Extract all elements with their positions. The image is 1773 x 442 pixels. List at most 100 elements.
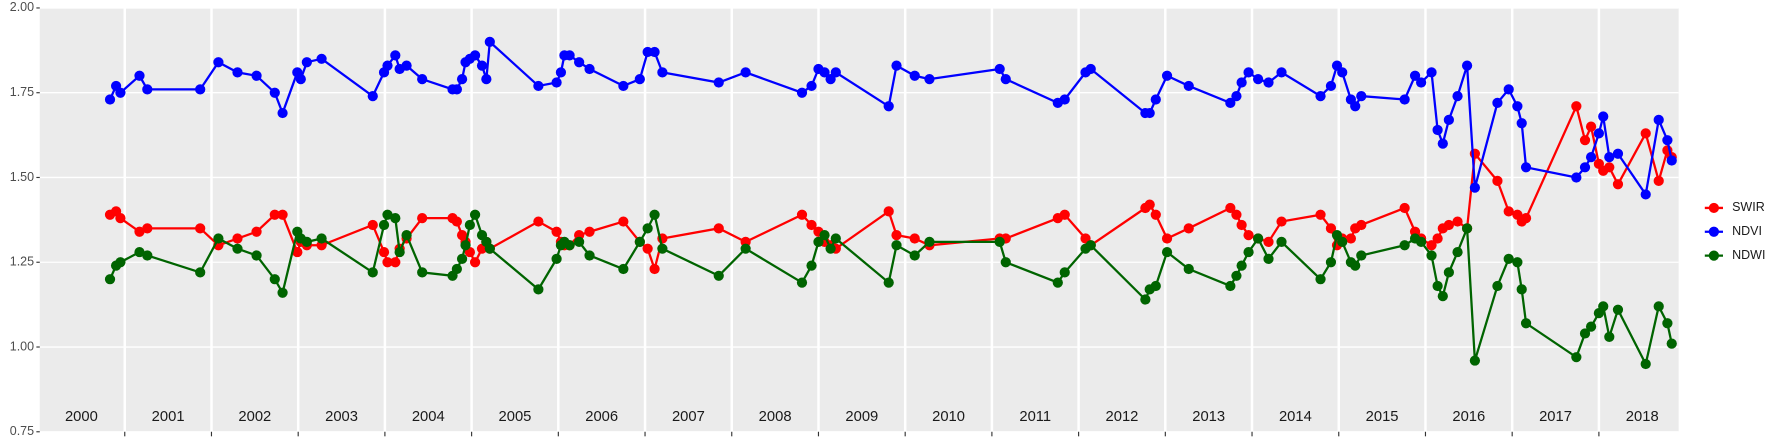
point xyxy=(657,243,668,254)
point xyxy=(417,74,428,85)
point xyxy=(1598,301,1609,312)
point xyxy=(142,223,153,234)
point xyxy=(1612,148,1624,159)
point xyxy=(142,84,153,95)
point xyxy=(251,70,262,81)
point xyxy=(195,267,206,278)
point xyxy=(1443,114,1454,125)
point xyxy=(464,219,475,231)
point xyxy=(390,213,401,224)
point xyxy=(1443,219,1454,231)
point xyxy=(1236,77,1247,88)
point xyxy=(378,219,390,231)
point xyxy=(740,243,751,254)
point xyxy=(1432,233,1443,244)
point xyxy=(232,243,243,254)
point xyxy=(1325,80,1337,92)
year-label: 2009 xyxy=(845,409,878,425)
point xyxy=(1252,74,1264,85)
point xyxy=(1492,97,1503,109)
point xyxy=(924,236,935,248)
point xyxy=(584,226,595,237)
year-label: 2016 xyxy=(1452,409,1485,425)
point xyxy=(382,209,393,220)
point xyxy=(825,243,836,254)
point xyxy=(394,246,405,258)
point xyxy=(367,267,378,278)
point xyxy=(195,223,206,234)
point xyxy=(1469,355,1481,366)
point xyxy=(1325,257,1337,268)
point xyxy=(1579,328,1591,339)
year-label: 2005 xyxy=(499,409,532,425)
point xyxy=(806,260,817,271)
point xyxy=(634,74,645,85)
point xyxy=(1059,267,1070,278)
point xyxy=(1579,135,1591,146)
point xyxy=(1243,230,1254,241)
point xyxy=(1469,182,1481,193)
point xyxy=(1503,206,1514,217)
year-label: 2014 xyxy=(1279,409,1312,425)
point xyxy=(213,233,224,244)
point xyxy=(533,80,544,92)
point xyxy=(301,236,312,248)
point xyxy=(1640,189,1651,200)
point xyxy=(378,246,390,258)
point xyxy=(1585,121,1597,132)
year-label: 2004 xyxy=(412,409,445,425)
point xyxy=(564,240,575,251)
point xyxy=(1461,223,1473,234)
point xyxy=(1183,80,1194,92)
point xyxy=(584,63,595,75)
point xyxy=(1520,318,1532,329)
point xyxy=(909,250,920,261)
point xyxy=(1356,250,1367,261)
point xyxy=(1612,304,1624,315)
point xyxy=(1520,162,1532,173)
point xyxy=(574,57,585,68)
point xyxy=(1337,236,1348,248)
point xyxy=(1263,253,1274,264)
year-label: 2007 xyxy=(672,409,705,425)
point xyxy=(1243,246,1254,258)
point xyxy=(909,233,920,244)
point xyxy=(618,216,629,227)
point xyxy=(1350,101,1361,112)
point xyxy=(277,107,288,119)
point xyxy=(1085,240,1096,251)
point xyxy=(1231,90,1242,102)
point xyxy=(634,236,645,248)
point xyxy=(1236,260,1247,271)
point xyxy=(574,236,585,248)
point xyxy=(1516,118,1527,129)
point xyxy=(115,257,126,268)
point xyxy=(1399,240,1410,251)
point xyxy=(1000,257,1011,268)
year-label: 2012 xyxy=(1106,409,1139,425)
point xyxy=(1183,223,1194,234)
point xyxy=(649,263,660,275)
point xyxy=(796,87,808,98)
point xyxy=(213,57,224,68)
point xyxy=(1593,128,1605,139)
point xyxy=(367,219,378,231)
point xyxy=(1461,60,1473,71)
point xyxy=(994,236,1005,248)
y-tick-label: 1.00 xyxy=(10,339,34,353)
point xyxy=(796,277,808,288)
y-tick-label: 1.75 xyxy=(10,85,34,99)
point xyxy=(401,230,412,241)
year-label: 2002 xyxy=(238,409,271,425)
point xyxy=(251,226,262,237)
point xyxy=(1409,70,1421,81)
point xyxy=(469,257,481,268)
point xyxy=(1437,138,1448,149)
point xyxy=(1653,175,1664,186)
point xyxy=(1231,270,1242,281)
point xyxy=(891,240,902,251)
point xyxy=(316,53,327,64)
point xyxy=(1426,240,1437,251)
point xyxy=(1585,152,1597,163)
